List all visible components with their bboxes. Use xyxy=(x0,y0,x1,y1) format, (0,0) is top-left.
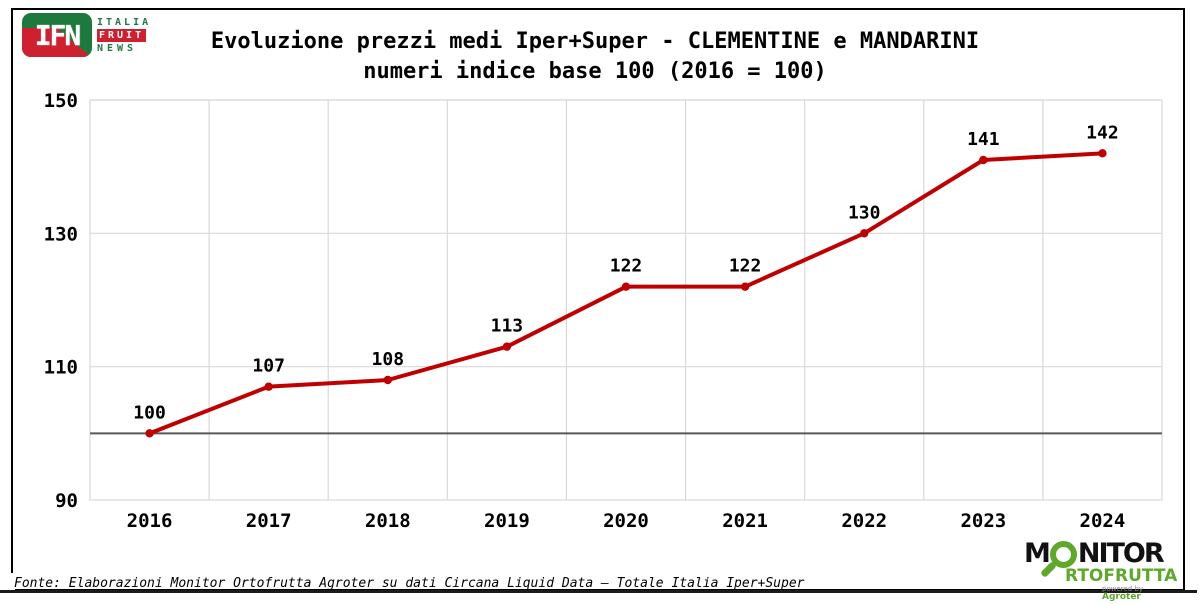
data-point xyxy=(621,282,631,291)
data-label: 130 xyxy=(848,202,881,223)
x-tick-label: 2016 xyxy=(127,510,173,532)
ifn-logo-text: ITALIA FRUIT NEWS xyxy=(97,16,151,55)
data-label: 108 xyxy=(372,349,405,370)
x-tick-label: 2019 xyxy=(484,510,530,532)
chart-title: Evoluzione prezzi medi Iper+Super - CLEM… xyxy=(90,27,1100,87)
chart-title-line1: Evoluzione prezzi medi Iper+Super - CLEM… xyxy=(210,29,980,54)
data-point xyxy=(1098,149,1107,158)
data-point xyxy=(979,155,988,165)
y-tick-label: 110 xyxy=(44,357,78,379)
x-tick-label: 2020 xyxy=(603,510,649,532)
ifn-logo-badge: IFN xyxy=(22,13,92,57)
magnifier-icon xyxy=(1049,540,1077,568)
x-tick-label: 2024 xyxy=(1080,510,1126,532)
monitor-logo-nitor: NITOR xyxy=(1077,538,1165,569)
data-point xyxy=(383,375,392,385)
x-tick-label: 2021 xyxy=(722,510,768,532)
data-label: 100 xyxy=(133,402,166,423)
x-tick-label: 2017 xyxy=(246,510,292,532)
frame-gap xyxy=(10,573,15,590)
monitor-logo-powered-by: powered by Agroter xyxy=(1102,585,1144,602)
ifn-logo-news: NEWS xyxy=(97,42,138,54)
data-label: 142 xyxy=(1086,122,1119,143)
monitor-ortofrutta-logo: M NITOR RTOFRUTTA powered by Agroter xyxy=(1024,538,1183,602)
ifn-logo-fruit: FRUIT xyxy=(97,28,147,42)
x-tick-label: 2018 xyxy=(365,510,411,532)
data-label: 141 xyxy=(967,129,1000,150)
data-point xyxy=(502,342,512,351)
y-tick-label: 90 xyxy=(55,490,78,512)
data-label: 122 xyxy=(610,256,643,277)
monitor-logo-m: M xyxy=(1024,538,1051,569)
x-tick-label: 2023 xyxy=(960,510,1006,532)
monitor-logo-ortofrutta: RTOFRUTTA xyxy=(1065,566,1178,586)
data-label: 122 xyxy=(729,256,762,277)
data-point xyxy=(740,282,750,291)
data-point xyxy=(860,229,869,238)
data-point xyxy=(264,382,273,391)
data-label: 113 xyxy=(491,316,524,337)
ifn-logo-italia: ITALIA xyxy=(97,16,152,28)
y-tick-label: 150 xyxy=(44,90,78,112)
monitor-logo-row1: M NITOR xyxy=(1024,538,1183,569)
price-index-line xyxy=(147,151,1105,436)
source-note: Fonte: Elaborazioni Monitor Ortofrutta A… xyxy=(14,576,805,591)
agroter-brand: Agroter xyxy=(1102,592,1141,602)
bottom-rule xyxy=(0,590,1197,593)
data-point xyxy=(145,429,154,438)
ifn-logo: IFN ITALIA FRUIT NEWS xyxy=(22,13,151,57)
x-tick-label: 2022 xyxy=(841,510,887,532)
chart-title-line2: numeri indice base 100 (2016 = 100) xyxy=(363,59,827,84)
y-tick-label: 130 xyxy=(44,223,78,245)
data-label: 107 xyxy=(252,356,285,377)
ifn-logo-acronym: IFN xyxy=(34,18,82,52)
